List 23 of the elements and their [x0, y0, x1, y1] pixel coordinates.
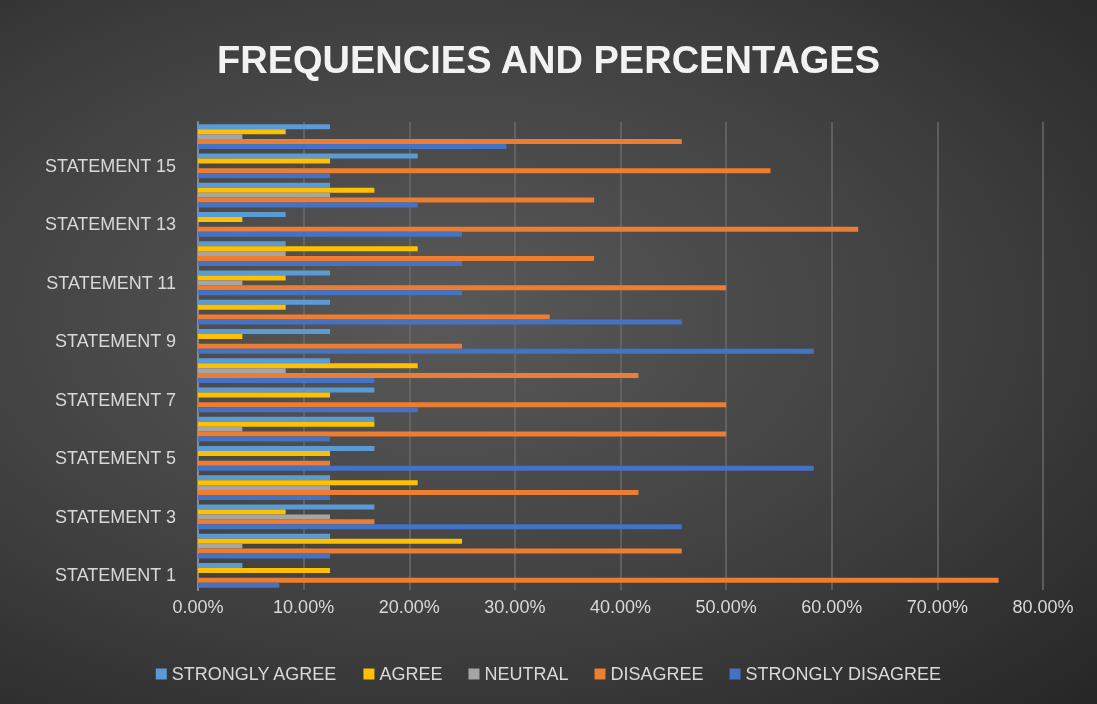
y-tick-label: STATEMENT 11: [46, 272, 176, 293]
legend-label: STRONGLY AGREE: [171, 664, 337, 684]
legend-label: AGREE: [379, 664, 443, 684]
y-tick-label: STATEMENT 3: [54, 506, 176, 527]
x-tick-label: 30.00%: [484, 597, 546, 617]
legend-label: NEUTRAL: [484, 664, 569, 684]
x-tick-label: 20.00%: [378, 597, 440, 617]
chart-title: FREQUENCIES AND PERCENTAGES: [217, 39, 880, 81]
x-tick-label: 50.00%: [695, 597, 757, 617]
x-tick-label: 10.00%: [273, 597, 335, 617]
x-tick-label: 70.00%: [906, 597, 968, 617]
y-tick-label: STATEMENT 5: [54, 448, 176, 469]
x-tick-label: 60.00%: [801, 597, 863, 617]
legend-label: DISAGREE: [610, 664, 704, 684]
x-tick-label: 0.00%: [172, 597, 224, 617]
y-tick-label: STATEMENT 13: [44, 214, 176, 235]
y-tick-label: STATEMENT 7: [54, 389, 176, 410]
legend-label: STRONGLY DISAGREE: [745, 664, 941, 684]
y-tick-label: STATEMENT 15: [44, 155, 176, 176]
x-tick-label: 40.00%: [589, 597, 652, 617]
y-tick-label: STATEMENT 9: [54, 331, 176, 352]
y-tick-label: STATEMENT 1: [54, 565, 176, 586]
x-tick-label: 80.00%: [1012, 597, 1074, 617]
